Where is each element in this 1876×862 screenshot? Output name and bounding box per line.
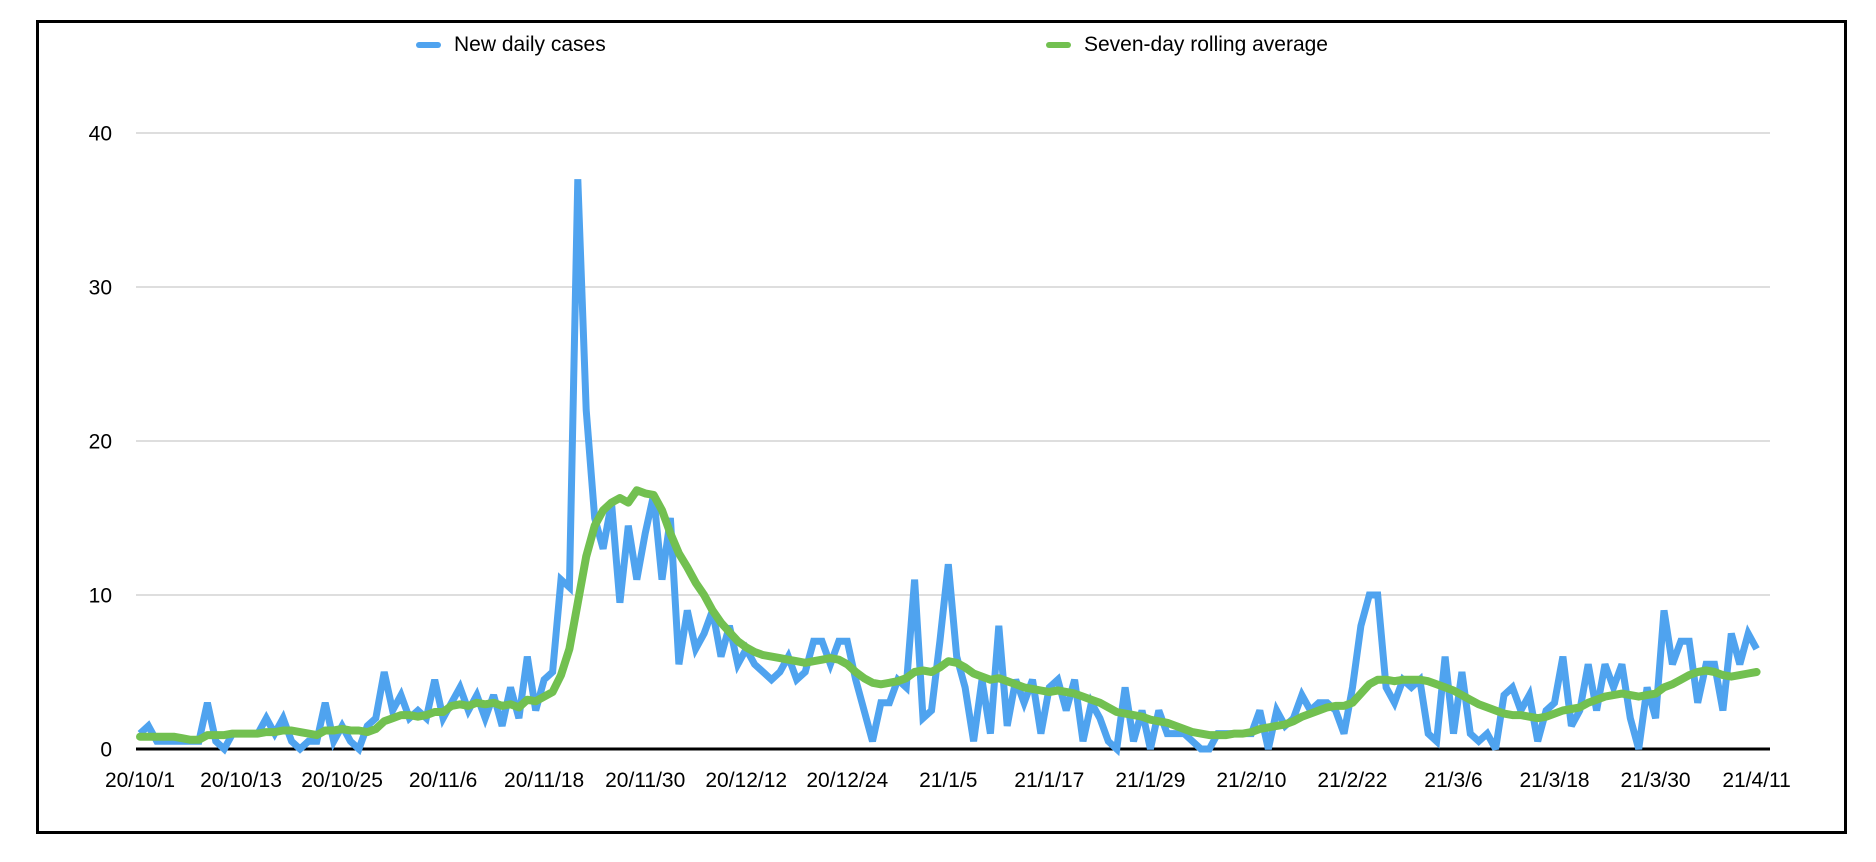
x-tick-label: 20/12/24 [806, 769, 888, 792]
x-tick-label: 21/2/10 [1216, 769, 1286, 792]
x-tick-label: 21/2/22 [1317, 769, 1387, 792]
y-tick-label: 40 [89, 122, 112, 145]
x-tick-label: 21/1/5 [919, 769, 977, 792]
y-tick-label: 20 [89, 430, 112, 453]
y-tick-label: 30 [89, 276, 112, 299]
x-tick-label: 21/3/6 [1424, 769, 1482, 792]
rolling-average-line [136, 486, 1761, 744]
chart-frame [36, 20, 1847, 834]
x-tick-label: 20/10/13 [200, 769, 282, 792]
x-tick-label: 20/11/18 [504, 769, 584, 792]
legend-label-daily-cases: New daily cases [454, 33, 606, 56]
x-tick-label: 21/4/11 [1722, 769, 1791, 792]
x-tick-label: 20/11/6 [409, 769, 478, 792]
legend-item-rolling-average: Seven-day rolling average [1046, 33, 1328, 57]
rolling-average-swatch-icon [1046, 42, 1071, 48]
x-tick-label: 20/10/1 [105, 769, 175, 792]
legend-label-rolling-average: Seven-day rolling average [1084, 33, 1328, 56]
daily-cases-swatch-icon [416, 42, 441, 48]
x-tick-label: 21/1/29 [1115, 769, 1185, 792]
x-tick-label: 21/3/18 [1519, 769, 1589, 792]
y-tick-label: 0 [100, 738, 112, 761]
y-tick-label: 10 [89, 584, 112, 607]
x-tick-label: 20/10/25 [301, 769, 383, 792]
x-tick-label: 21/1/17 [1014, 769, 1084, 792]
x-tick-label: 20/11/30 [605, 769, 685, 792]
x-tick-label: 21/3/30 [1621, 769, 1691, 792]
legend-item-daily-cases: New daily cases [416, 33, 606, 57]
x-tick-label: 20/12/12 [705, 769, 787, 792]
